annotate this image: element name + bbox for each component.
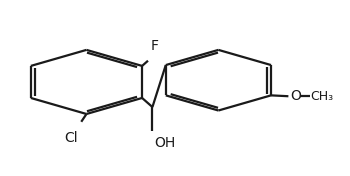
Text: CH₃: CH₃ [310,90,333,103]
Text: O: O [290,89,301,103]
Text: F: F [150,39,158,53]
Text: Cl: Cl [64,131,78,145]
Text: OH: OH [154,136,175,150]
